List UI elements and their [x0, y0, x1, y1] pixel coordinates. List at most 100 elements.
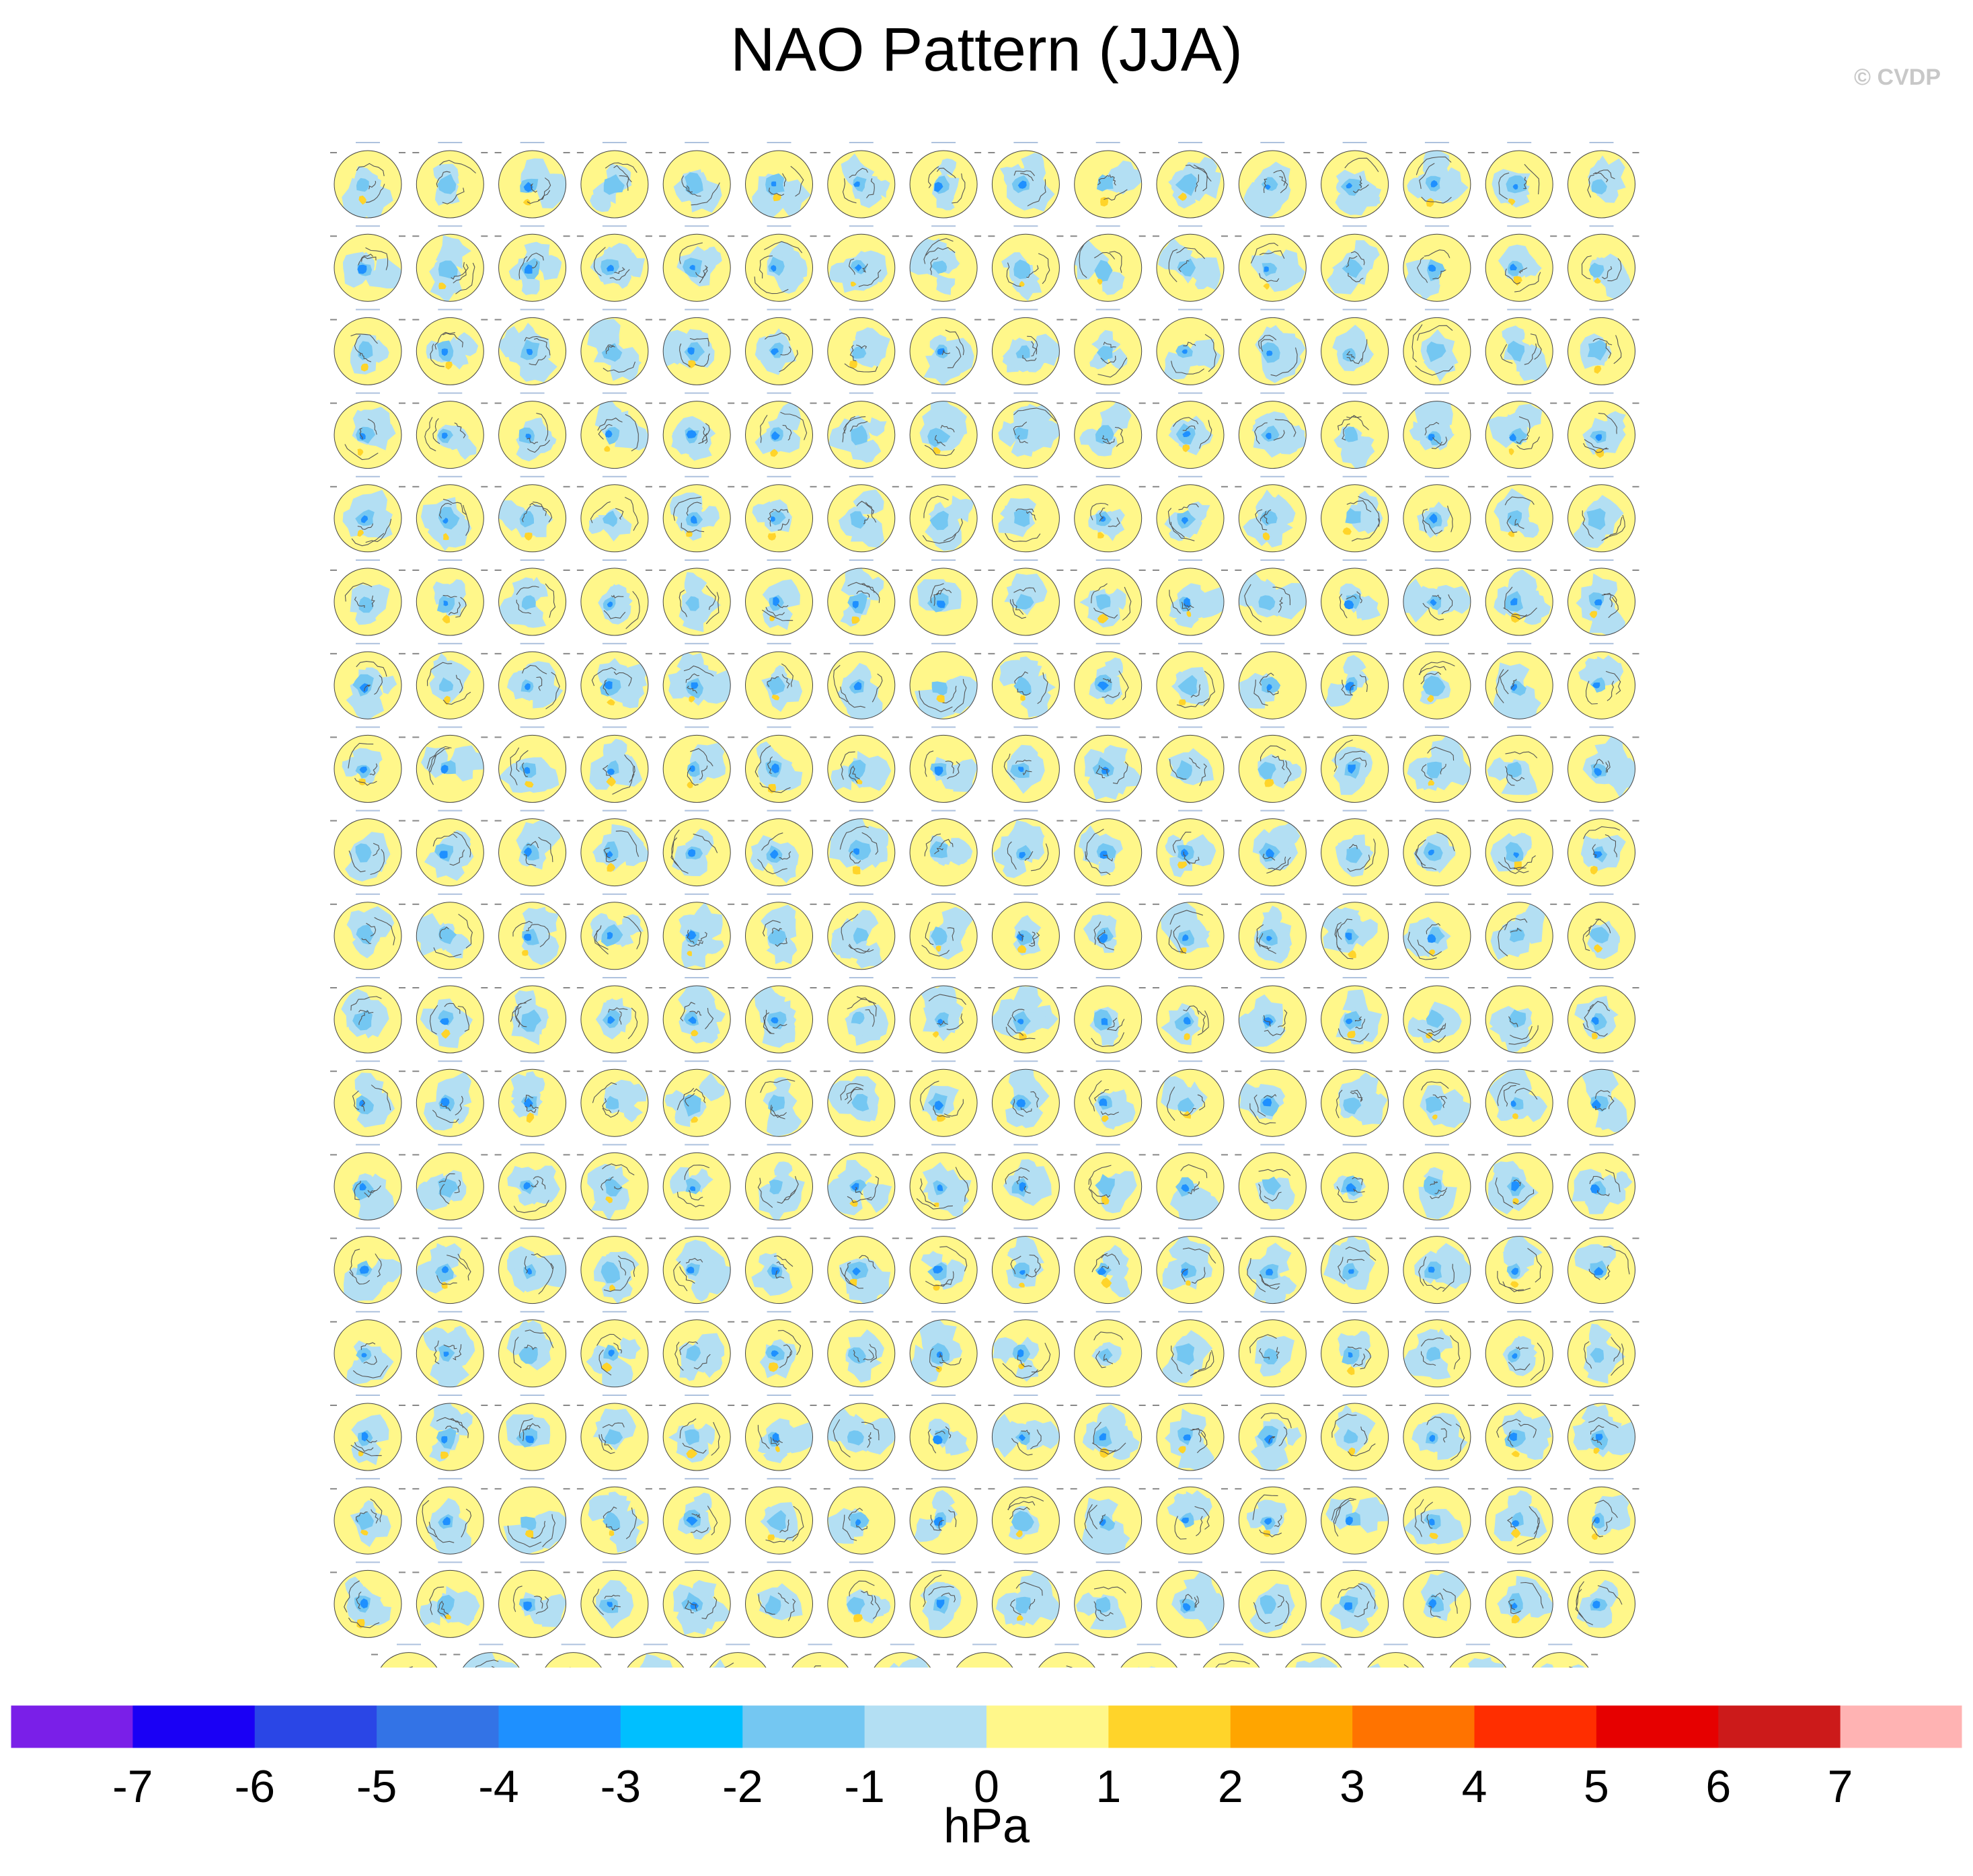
panel-corner-label	[399, 1405, 405, 1406]
panel-disc	[1239, 1319, 1307, 1387]
panel-corner-label	[1399, 570, 1406, 571]
panel-disc	[827, 652, 895, 719]
colorbar-swatch	[11, 1705, 133, 1748]
coastline	[1508, 1016, 1539, 1045]
panel-border	[1568, 734, 1635, 803]
panel-title-mark	[849, 643, 874, 645]
panel-title-mark	[438, 1478, 463, 1480]
panel-disc	[1074, 317, 1142, 385]
map-panel-83	[494, 559, 570, 636]
positive-anomaly-patch	[767, 533, 777, 541]
panel-disc	[580, 317, 648, 385]
panel-disc	[334, 735, 401, 803]
panel-title-mark	[356, 893, 380, 895]
panel-corner-label	[481, 1237, 488, 1239]
panel-disc	[1157, 986, 1224, 1053]
panel-corner-label	[974, 1154, 982, 1156]
panel-border	[991, 651, 1060, 719]
panel-title-mark	[520, 1227, 545, 1229]
coastline	[1418, 661, 1455, 685]
panel-corner-label	[1399, 152, 1406, 153]
panel-corner-label	[1056, 653, 1064, 655]
panel-disc	[334, 317, 401, 385]
panel-disc	[334, 1152, 401, 1220]
panel-title-mark	[1589, 1561, 1614, 1563]
panel-corner-label	[645, 1321, 652, 1323]
panel-corner-label	[494, 1237, 502, 1239]
map-panel-17	[330, 225, 405, 302]
coastline	[1018, 931, 1040, 947]
panel-title-mark	[1424, 1395, 1449, 1396]
panel-corner-label	[1070, 903, 1077, 905]
map-panel-1	[330, 142, 405, 219]
panel-title-mark	[1013, 643, 1038, 645]
panel-corner-label	[563, 402, 570, 404]
positive-anomaly-patch	[1178, 699, 1186, 705]
panel-corner-label	[563, 1070, 570, 1072]
positive-anomaly-patch	[773, 194, 781, 202]
arctic-strong-negative-core	[1595, 434, 1602, 441]
positive-anomaly-patch	[1177, 192, 1188, 201]
positive-anomaly-patch	[932, 1031, 939, 1038]
coastline	[1414, 831, 1455, 871]
panel-border	[416, 902, 484, 970]
panel-disc	[1403, 1069, 1471, 1137]
panel-title-mark	[520, 726, 545, 728]
panel-border	[1238, 233, 1307, 302]
arctic-negative-region	[1014, 427, 1029, 440]
panel-corner-label	[1070, 485, 1077, 487]
panel-title-mark	[849, 726, 874, 728]
panel-disc	[1157, 1319, 1224, 1387]
coastline	[521, 502, 553, 522]
negative-anomaly-region	[525, 908, 559, 937]
panel-corner-label	[1399, 820, 1406, 822]
panel-corner-label	[1399, 319, 1406, 321]
panel-corner-label	[563, 903, 570, 905]
panel-border	[1568, 1068, 1635, 1137]
panel-disc	[1239, 484, 1307, 552]
panel-corner-label	[741, 820, 748, 822]
negative-anomaly-region	[1013, 986, 1043, 1015]
panel-corner-label	[1070, 152, 1077, 153]
panel-disc	[580, 151, 648, 218]
coastline	[1167, 503, 1199, 541]
panel-title-mark	[685, 1227, 709, 1229]
panel-title-mark	[685, 559, 709, 561]
positive-anomaly-patch	[1017, 945, 1027, 953]
arctic-strong-negative-core	[1594, 1267, 1604, 1276]
panel-corner-label	[988, 235, 995, 237]
coastline	[676, 1087, 706, 1110]
panel-disc	[663, 1487, 731, 1555]
panel-corner-label	[659, 319, 666, 321]
panel-disc	[745, 1487, 813, 1555]
panel-corner-label	[728, 820, 735, 822]
panel-title-mark	[1507, 225, 1532, 227]
map-panel-165	[659, 977, 735, 1054]
panel-corner-label	[1138, 1488, 1146, 1490]
panel-border	[1403, 1236, 1471, 1304]
panel-corner-label	[988, 903, 995, 905]
panel-disc	[1157, 1403, 1224, 1471]
arctic-negative-region	[601, 1261, 621, 1284]
panel-title-mark	[931, 309, 956, 311]
panel-title-mark	[1589, 309, 1614, 311]
panel-border	[1321, 902, 1389, 970]
coastline	[1006, 253, 1050, 287]
panel-corner-label	[1317, 903, 1324, 905]
map-panel-270	[1399, 1478, 1475, 1555]
panel-title-mark	[1548, 1643, 1573, 1645]
panel-border	[1321, 568, 1389, 636]
negative-anomaly-region	[1106, 588, 1126, 610]
panel-corner-label	[728, 402, 735, 404]
panel-title-mark	[767, 309, 791, 311]
panel-corner-label	[1385, 235, 1393, 237]
panel-border	[1403, 651, 1471, 719]
panel-title-mark	[1013, 392, 1038, 394]
colorbar-unit-label: hPa	[943, 1799, 1030, 1853]
panel-border	[745, 1152, 813, 1220]
panel-border	[827, 1068, 896, 1137]
map-panel-88	[906, 559, 982, 636]
panel-corner-label	[399, 1070, 405, 1072]
map-panel-29	[1317, 225, 1393, 302]
panel-title-mark	[849, 1478, 874, 1480]
